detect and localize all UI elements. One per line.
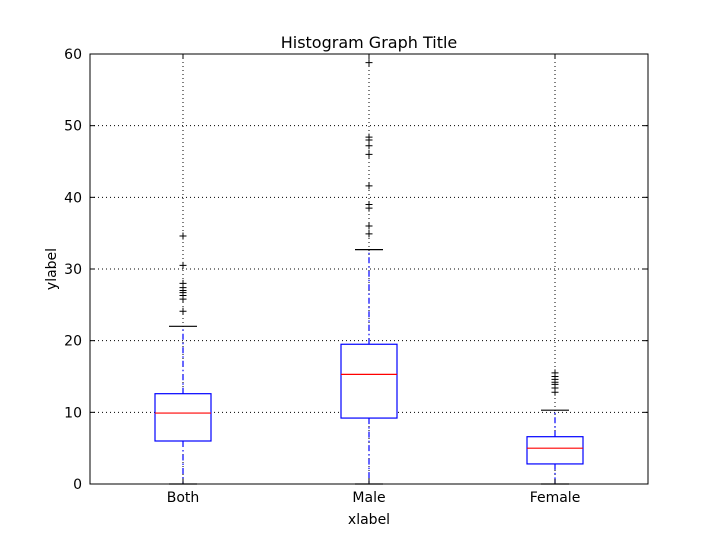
outlier-marker (179, 279, 187, 287)
y-tick-label: 0 (73, 477, 82, 493)
y-tick-label: 60 (64, 47, 82, 63)
x-axis-label: xlabel (348, 512, 390, 528)
outlier-marker (179, 261, 187, 269)
axis-ticks: 0 10 20 30 40 50 60 Both Male Female (64, 47, 648, 506)
outlier-marker (551, 369, 559, 377)
y-tick-label: 50 (64, 119, 82, 135)
y-tick-label: 20 (64, 334, 82, 350)
outlier-marker (365, 201, 373, 208)
y-tick-label: 10 (64, 405, 82, 421)
chart-title: Histogram Graph Title (281, 33, 458, 52)
outlier-marker (365, 59, 373, 67)
x-tick-label: Both (167, 490, 200, 506)
outlier-marker (365, 230, 373, 238)
outlier-marker (365, 222, 373, 230)
iqr-box (340, 343, 398, 419)
y-tick-label: 40 (64, 190, 82, 206)
outlier-marker (179, 307, 187, 315)
y-tick-label: 30 (64, 262, 82, 278)
x-tick-label: Female (530, 490, 581, 506)
outlier-marker (179, 232, 187, 240)
outlier-marker (365, 182, 373, 190)
iqr-box (154, 393, 212, 442)
x-tick-label: Male (352, 490, 385, 506)
y-axis-label: ylabel (44, 248, 60, 290)
iqr-box (526, 436, 584, 465)
outlier-marker (365, 150, 373, 158)
outlier-marker (365, 133, 373, 141)
box-male (340, 59, 398, 485)
